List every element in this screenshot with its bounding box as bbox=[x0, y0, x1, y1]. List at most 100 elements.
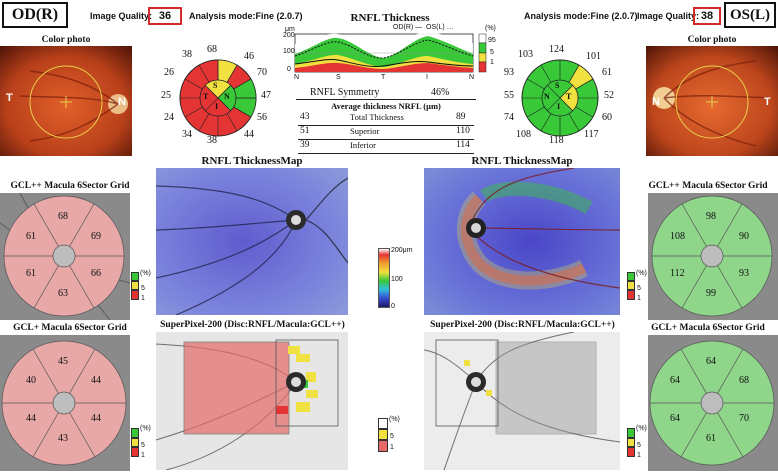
os-gclp-value: 64 bbox=[706, 356, 716, 367]
os-clock-chart: S N T I 103 124 101 93 61 55 52 74 60 10… bbox=[498, 40, 623, 150]
od-gclp-grid[interactable]: 45 40 44 44 44 43 bbox=[0, 335, 130, 471]
os-clock-value: 60 bbox=[602, 112, 612, 123]
od-quality-value: 36 bbox=[148, 7, 182, 25]
rnfl-symmetry-row: RNFL Symmetry 46% bbox=[296, 87, 476, 100]
od-superpixel-title: SuperPixel-200 (Disc:RNFL/Macula:GCL++) bbox=[160, 320, 345, 330]
rnfl-table-row: 39 Inferior 114 bbox=[298, 140, 474, 154]
os-clock-value: 118 bbox=[549, 135, 564, 146]
os-gclp-value: 70 bbox=[739, 413, 749, 424]
od-clock-value: 56 bbox=[257, 112, 267, 123]
od-gclpp-value: 66 bbox=[91, 268, 101, 279]
rnfl-y-tick: 200 bbox=[283, 32, 295, 39]
od-gclp-legend-tick: 5 bbox=[141, 442, 145, 449]
od-gclpp-grid[interactable]: 68 61 69 61 66 63 bbox=[0, 193, 130, 320]
rnfl-table-row: 51 Superior 110 bbox=[298, 126, 474, 140]
rnfl-pct-unit: (%) bbox=[485, 25, 496, 32]
os-clock-value: 52 bbox=[604, 90, 614, 101]
od-gclp-legend-green bbox=[131, 428, 139, 438]
rnfl-row-od: 39 bbox=[300, 140, 310, 150]
os-gclp-legend-green bbox=[627, 428, 635, 438]
os-gclpp-legend-green bbox=[627, 272, 635, 281]
od-gclpp-legend-unit: (%) bbox=[140, 270, 151, 277]
os-thickness-map[interactable] bbox=[424, 168, 620, 315]
od-gclp-value: 43 bbox=[58, 433, 68, 444]
rnfl-row-label: Inferior bbox=[350, 140, 376, 150]
rnfl-row-od: 43 bbox=[300, 112, 310, 122]
os-gclpp-legend-yellow bbox=[627, 281, 635, 290]
od-analysis-mode: Analysis mode:Fine (2.0.7) bbox=[189, 11, 303, 21]
os-gclpp-legend-tick: 1 bbox=[637, 295, 641, 302]
os-gclp-value: 64 bbox=[670, 413, 680, 424]
od-gclpp-value: 69 bbox=[91, 231, 101, 242]
rnfl-x-tick: I bbox=[426, 74, 428, 81]
os-eye-label: OS(L) bbox=[724, 2, 776, 28]
os-thickness-map-title: RNFL ThicknessMap bbox=[471, 155, 573, 167]
superpixel-legend-red bbox=[378, 440, 388, 452]
os-gclp-legend-tick: 5 bbox=[637, 442, 641, 449]
os-quadrant-t: T bbox=[566, 92, 572, 101]
od-clock-value: 24 bbox=[164, 112, 174, 123]
os-clock-value: 117 bbox=[584, 129, 599, 140]
od-color-photo[interactable]: T N bbox=[0, 46, 132, 156]
rnfl-symmetry-label: RNFL Symmetry bbox=[310, 87, 380, 98]
os-superpixel-title: SuperPixel-200 (Disc:RNFL/Macula:GCL++) bbox=[430, 320, 615, 330]
os-quadrant-i: I bbox=[557, 102, 561, 111]
od-gclp-value: 44 bbox=[91, 375, 101, 386]
os-gclp-legend-red bbox=[627, 447, 635, 457]
rnfl-x-tick: N bbox=[294, 74, 300, 81]
os-clock-value: 93 bbox=[504, 67, 514, 78]
od-gclp-legend-yellow bbox=[131, 438, 139, 447]
rnfl-pct-tick: 5 bbox=[490, 49, 494, 56]
rnfl-avg-title: Average thickness NRFL (μm) bbox=[331, 101, 441, 111]
os-gclp-legend-tick: 1 bbox=[637, 452, 641, 459]
od-gclp-legend-red bbox=[131, 447, 139, 457]
os-gclp-value: 64 bbox=[670, 375, 680, 386]
od-color-photo-title: Color photo bbox=[41, 35, 91, 45]
od-gclpp-legend-tick: 1 bbox=[141, 295, 145, 302]
os-clock-value: 108 bbox=[516, 129, 531, 140]
os-gclpp-grid[interactable]: 98 108 90 112 93 99 bbox=[648, 193, 778, 320]
thickness-scale-tick: 100 bbox=[391, 276, 403, 283]
od-clock-value: 47 bbox=[261, 90, 271, 101]
rnfl-row-os: 89 bbox=[456, 112, 466, 122]
rnfl-row-od: 51 bbox=[300, 126, 310, 136]
os-clock-value: 103 bbox=[518, 49, 533, 60]
od-quadrant-n: N bbox=[224, 92, 230, 101]
rnfl-title: RNFL Thickness bbox=[350, 12, 430, 24]
rnfl-row-label: Total Thickness bbox=[350, 112, 404, 122]
os-color-photo[interactable]: N T bbox=[646, 46, 778, 156]
os-quadrant-n: N bbox=[544, 92, 550, 101]
rnfl-x-tick: S bbox=[336, 74, 341, 81]
os-gclpp-title: GCL++ Macula 6Sector Grid bbox=[648, 181, 768, 191]
thickness-scale-tick: 0 bbox=[391, 303, 395, 310]
od-clock-value: 38 bbox=[182, 49, 192, 60]
rnfl-table-row: 43 Total Thickness 89 bbox=[298, 112, 474, 126]
od-gclp-legend-unit: (%) bbox=[140, 425, 151, 432]
od-gclpp-legend-tick: 5 bbox=[141, 285, 145, 292]
od-clock-value: 25 bbox=[161, 90, 171, 101]
os-clock-value: 61 bbox=[602, 67, 612, 78]
od-quadrant-t: T bbox=[203, 92, 209, 101]
os-gclpp-value: 98 bbox=[706, 211, 716, 222]
os-gclp-legend-yellow bbox=[627, 438, 635, 447]
od-clock-value: 46 bbox=[244, 51, 254, 62]
os-photo-side-right: T bbox=[764, 96, 771, 108]
od-gclpp-legend-green bbox=[131, 272, 139, 281]
rnfl-pct-tick: 1 bbox=[490, 59, 494, 66]
od-superpixel-map[interactable] bbox=[156, 332, 348, 470]
os-gclp-grid[interactable]: 64 64 68 64 70 61 bbox=[648, 335, 778, 471]
os-gclp-value: 68 bbox=[739, 375, 749, 386]
os-gclpp-value: 108 bbox=[670, 231, 685, 242]
os-clock-value: 55 bbox=[504, 90, 514, 101]
rnfl-x-tick: T bbox=[381, 74, 386, 81]
od-quadrant-s: S bbox=[213, 81, 218, 90]
thickness-color-scale bbox=[378, 248, 390, 308]
os-quality-value: 38 bbox=[693, 7, 721, 25]
od-clock-value: 68 bbox=[207, 44, 217, 55]
od-thickness-map[interactable] bbox=[156, 168, 348, 315]
od-gclp-title: GCL+ Macula 6Sector Grid bbox=[13, 323, 127, 333]
os-superpixel-map[interactable] bbox=[424, 332, 620, 470]
od-gclp-value: 40 bbox=[26, 375, 36, 386]
os-clock-value: 124 bbox=[549, 44, 564, 55]
od-quality-label: Image Quality: bbox=[90, 11, 153, 21]
